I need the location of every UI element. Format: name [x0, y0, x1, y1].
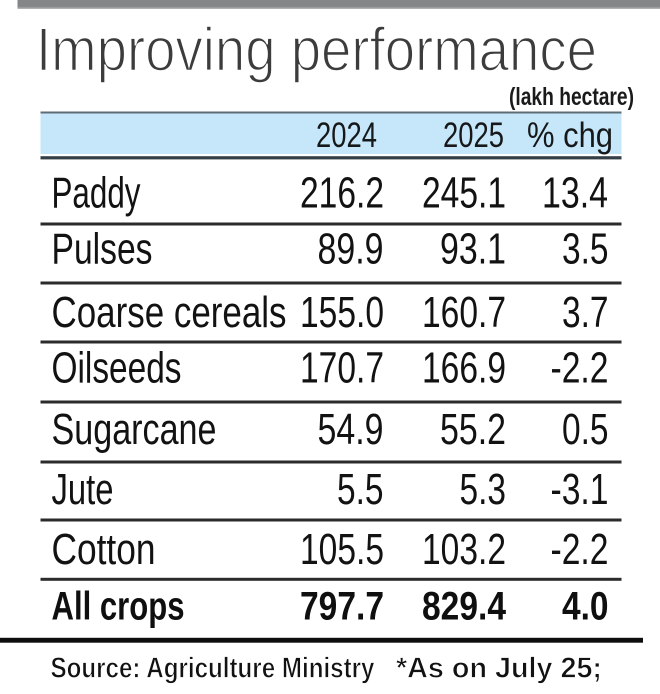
- svg-text:55.2: 55.2: [440, 405, 506, 454]
- svg-text:245.1: 245.1: [422, 169, 506, 218]
- svg-text:Pulses: Pulses: [52, 225, 153, 274]
- svg-text:2024: 2024: [316, 116, 377, 155]
- svg-text:(lakh hectare): (lakh hectare): [509, 83, 634, 111]
- svg-text:-2.2: -2.2: [551, 525, 609, 574]
- svg-text:5.3: 5.3: [460, 465, 507, 514]
- svg-text:3.5: 3.5: [562, 225, 609, 274]
- svg-text:89.9: 89.9: [318, 225, 384, 274]
- svg-text:54.9: 54.9: [318, 405, 384, 454]
- svg-text:% chg: % chg: [527, 116, 613, 155]
- svg-text:13.4: 13.4: [542, 169, 608, 218]
- svg-text:170.7: 170.7: [300, 344, 384, 393]
- svg-text:Paddy: Paddy: [52, 169, 141, 218]
- svg-text:-2.2: -2.2: [551, 344, 609, 393]
- svg-text:2025: 2025: [443, 116, 504, 155]
- svg-text:797.7: 797.7: [300, 585, 384, 629]
- svg-text:Jute: Jute: [52, 465, 114, 514]
- svg-text:-3.1: -3.1: [551, 465, 609, 514]
- svg-text:*As on July 25;: *As on July 25;: [396, 653, 602, 685]
- svg-text:829.4: 829.4: [422, 585, 507, 629]
- svg-text:Oilseeds: Oilseeds: [52, 344, 182, 393]
- svg-text:5.5: 5.5: [337, 465, 384, 514]
- svg-text:155.0: 155.0: [300, 288, 384, 337]
- svg-text:166.9: 166.9: [422, 344, 506, 393]
- svg-text:216.2: 216.2: [300, 169, 384, 218]
- svg-text:4.0: 4.0: [562, 585, 609, 629]
- svg-text:Sugarcane: Sugarcane: [52, 405, 217, 454]
- svg-text:103.2: 103.2: [422, 525, 506, 574]
- svg-text:All crops: All crops: [52, 585, 185, 629]
- svg-text:Improving performance: Improving performance: [36, 16, 597, 84]
- svg-text:0.5: 0.5: [562, 405, 609, 454]
- svg-text:Coarse cereals: Coarse cereals: [52, 288, 287, 337]
- svg-text:Source: Agriculture Ministry: Source: Agriculture Ministry: [51, 653, 375, 685]
- svg-text:Cotton: Cotton: [52, 525, 156, 574]
- svg-text:105.5: 105.5: [300, 525, 384, 574]
- svg-text:160.7: 160.7: [422, 288, 506, 337]
- svg-text:93.1: 93.1: [440, 225, 506, 274]
- svg-text:3.7: 3.7: [562, 288, 609, 337]
